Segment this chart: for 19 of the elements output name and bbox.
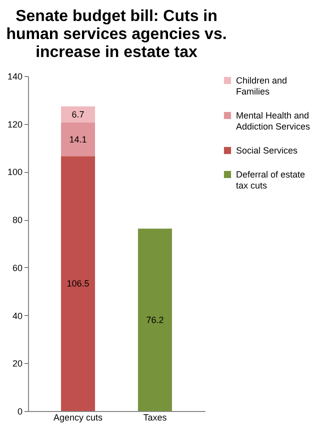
data-label: 76.2	[146, 314, 164, 325]
y-tick-label: 80	[12, 215, 22, 226]
y-tick-label: 120	[7, 119, 22, 130]
y-tick-label: 60	[12, 262, 22, 273]
data-label: 14.1	[69, 134, 87, 144]
data-label: 6.7	[72, 109, 84, 120]
x-tick-label: Taxes	[143, 412, 168, 422]
legend-label: Deferral of estate tax cuts	[236, 170, 306, 190]
y-tick-label: 0	[17, 406, 22, 416]
data-label: 106.5	[66, 278, 90, 289]
legend-label: Mental Health and Addiction Services	[236, 110, 311, 132]
legend-label: Children and Families	[236, 76, 288, 96]
chart-title: Senate budget bill: Cuts in human services agencies vs. increase in estate tax	[6, 8, 227, 61]
y-tick-label: 140	[7, 72, 22, 82]
y-tick-label: 20	[12, 358, 22, 369]
y-tick-label: 100	[7, 167, 22, 178]
y-tick-label: 40	[12, 310, 22, 321]
x-tick-label: Agency cuts	[54, 412, 104, 422]
legend-label: Social Services	[236, 146, 298, 156]
